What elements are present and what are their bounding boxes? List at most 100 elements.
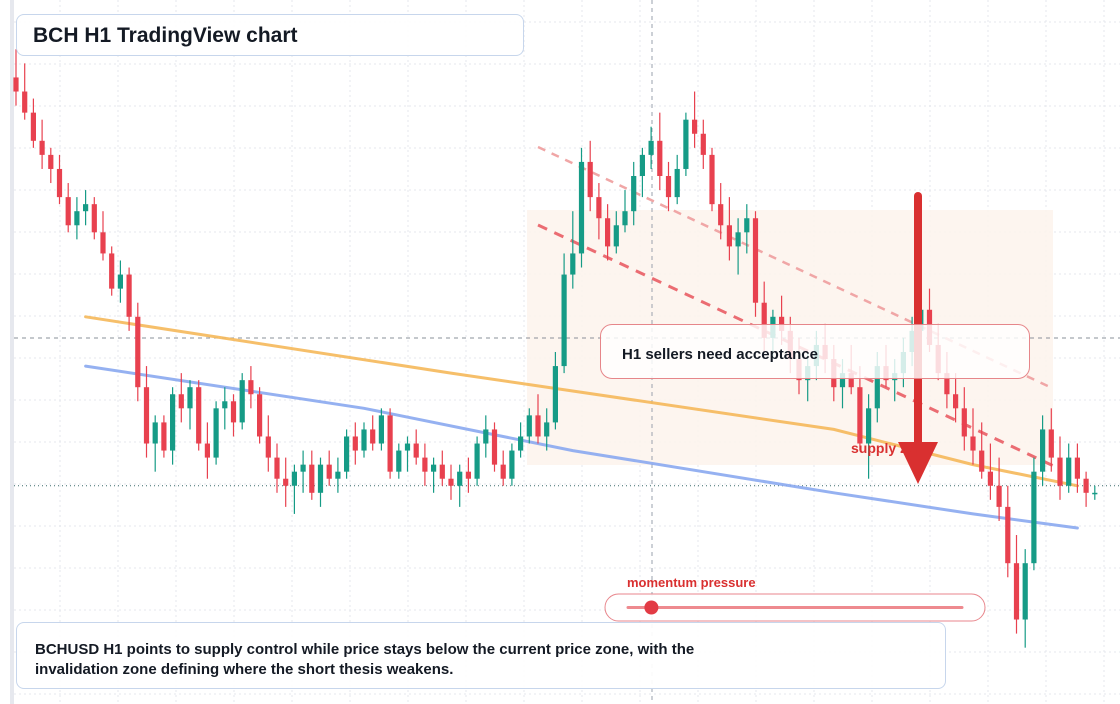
candle-bearish [1005, 506, 1011, 564]
candle-bullish [613, 225, 619, 247]
candle-bearish [161, 422, 167, 451]
candle-bullish [213, 408, 219, 458]
candle-bearish [248, 380, 254, 395]
candle-bearish [48, 154, 54, 169]
candle-bullish [187, 387, 193, 409]
candle-bullish [1092, 492, 1098, 495]
candle-bearish [1057, 457, 1063, 486]
candle-bearish [257, 394, 263, 437]
candle-bullish [735, 232, 741, 247]
analysis-note-line-2: invalidation zone defining where the sho… [35, 661, 454, 678]
candle-bearish [109, 253, 115, 289]
candle-bearish [13, 77, 19, 92]
candle-bearish [100, 232, 106, 254]
candle-bullish [561, 274, 567, 367]
candle-bullish [152, 422, 158, 444]
candle-bearish [274, 457, 280, 479]
candle-bearish [65, 197, 71, 226]
candle-bearish [857, 387, 863, 444]
supply-trendline-upper [537, 145, 1053, 390]
candle-bearish [718, 204, 724, 226]
candle-bearish [422, 457, 428, 472]
candle-bullish [518, 436, 524, 451]
momentum-gauge: momentum pressure [604, 575, 986, 622]
candle-bearish [448, 478, 454, 486]
callout-box: H1 sellers need acceptance [600, 324, 1030, 379]
candle-bearish [352, 436, 358, 451]
candle-bullish [1040, 429, 1046, 472]
candle-bullish [544, 422, 550, 437]
candle-bullish [631, 176, 637, 212]
analysis-note: BCHUSD H1 points to supply control while… [16, 622, 946, 689]
candle-bearish [848, 373, 854, 388]
candle-bullish [474, 443, 480, 479]
candle-bearish [605, 218, 611, 247]
candle-bullish [239, 380, 245, 423]
candle-bearish [283, 478, 289, 486]
candle-bearish [961, 408, 967, 437]
candle-bullish [526, 415, 532, 437]
candle-bearish [944, 373, 950, 395]
supply-zone-label: supply zone [851, 440, 932, 456]
supply-trendline-lower [537, 223, 1059, 470]
moving-average-slow-line [84, 364, 1079, 530]
candle-bullish [317, 464, 324, 493]
candle-bullish [344, 436, 350, 472]
candle-bearish [726, 225, 732, 247]
candle-bullish [570, 253, 576, 275]
analysis-note-line-1: BCHUSD H1 points to supply control while… [35, 641, 695, 658]
candle-bearish [692, 119, 698, 134]
chart-title: BCH H1 TradingView chart [33, 24, 298, 47]
candle-bullish [83, 204, 89, 212]
candle-bearish [230, 401, 237, 423]
candle-bullish [404, 443, 411, 451]
candle-bearish [326, 464, 332, 479]
candle-bullish [509, 450, 515, 479]
candle-bearish [370, 429, 376, 444]
candle-bullish [639, 154, 645, 176]
candle-bullish [170, 394, 176, 451]
candle-bearish [196, 387, 202, 444]
candle-bearish [996, 485, 1002, 507]
candle-bullish [361, 429, 367, 451]
candle-bearish [587, 161, 593, 198]
candle-bearish [752, 218, 759, 303]
momentum-label: momentum pressure [627, 575, 756, 590]
candle-bearish [1083, 478, 1089, 493]
candle-bullish [457, 471, 463, 486]
candle-bearish [465, 471, 471, 479]
candle-bearish [596, 197, 602, 219]
candle-bearish [204, 443, 210, 458]
momentum-gauge-knob [644, 600, 659, 615]
price-scale-strip [10, 0, 14, 704]
candle-bearish [143, 387, 150, 444]
candle-bullish [874, 366, 880, 409]
candle-bullish [683, 119, 689, 169]
candle-bearish [665, 176, 672, 198]
candle-bullish [648, 140, 654, 155]
bearish-arrow-head [898, 442, 938, 484]
candle-bullish [378, 415, 384, 444]
candle-bearish [970, 436, 976, 451]
candle-bullish [396, 450, 402, 472]
candle-bearish [135, 316, 141, 388]
candle-bullish [1031, 471, 1037, 564]
candle-bearish [700, 133, 706, 155]
candle-bearish [500, 464, 506, 479]
candle-bullish [1022, 563, 1028, 620]
candle-bearish [387, 415, 393, 472]
candle-bearish [987, 471, 993, 486]
chart-title-box: BCH H1 TradingView chart [16, 14, 524, 56]
candle-bearish [979, 450, 985, 472]
candle-bearish [22, 91, 28, 113]
candle-bearish [535, 415, 541, 437]
candle-bullish [222, 401, 228, 409]
candle-bearish [56, 168, 63, 198]
candle-bearish [309, 464, 315, 493]
candle-bullish [291, 471, 297, 486]
candle-bearish [709, 154, 715, 205]
candle-bearish [178, 394, 184, 409]
candle-bearish [126, 274, 132, 317]
candle-bullish [74, 211, 80, 226]
